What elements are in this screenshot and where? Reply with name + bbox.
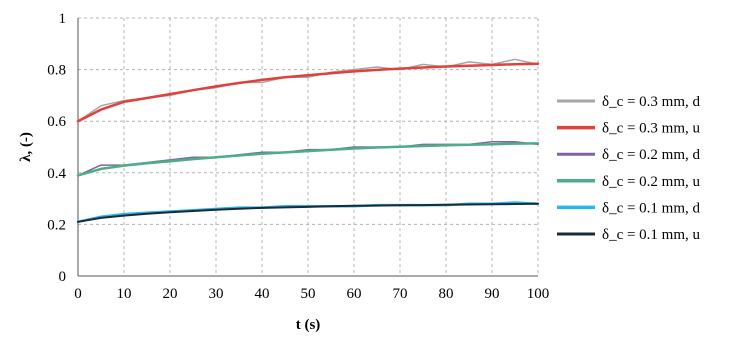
x-tick-label: 10: [117, 286, 132, 302]
y-tick-label: 0.8: [47, 63, 66, 79]
x-tick-label: 90: [485, 286, 500, 302]
y-axis-label: λ, (-): [18, 132, 34, 162]
x-tick-label: 20: [163, 286, 178, 302]
legend-label-5: δ_c = 0.1 mm, d: [602, 200, 701, 216]
legend-label-6: δ_c = 0.1 mm, u: [602, 227, 701, 243]
legend: δ_c = 0.3 mm, d δ_c = 0.3 mm, u δ_c = 0.2 …: [557, 94, 701, 243]
series-line-4: [76, 142, 540, 177]
x-tick-label: 40: [255, 286, 270, 302]
x-tick-label: 30: [209, 286, 224, 302]
x-tick-label: 100: [527, 286, 550, 302]
y-tick-label: 0: [59, 269, 67, 285]
series-line-6: [77, 202, 539, 223]
y-tick-label: 1: [59, 11, 67, 27]
x-tick-label: 50: [301, 286, 316, 302]
series-line-2: [76, 62, 540, 123]
x-tick-label: 0: [74, 286, 82, 302]
x-tick-label: 80: [439, 286, 454, 302]
legend-label-3: δ_c = 0.2 mm, d: [602, 147, 701, 163]
legend-label-2: δ_c = 0.3 mm, u: [602, 121, 701, 137]
y-tick-label: 0.6: [47, 114, 66, 130]
y-tick-label: 0.4: [47, 166, 66, 182]
y-tick-label: 0.2: [47, 217, 66, 233]
plot-area: 0 10 20 30 40 50 60 70 80 90 100 0 0.2 0.4 0.6 0.8 1: [47, 11, 549, 302]
x-tick-label: 60: [347, 286, 362, 302]
x-axis-label: t (s): [296, 317, 321, 333]
legend-label-1: δ_c = 0.3 mm, d: [602, 94, 701, 110]
x-tick-label: 70: [393, 286, 408, 302]
legend-label-4: δ_c = 0.2 mm, u: [602, 174, 701, 190]
